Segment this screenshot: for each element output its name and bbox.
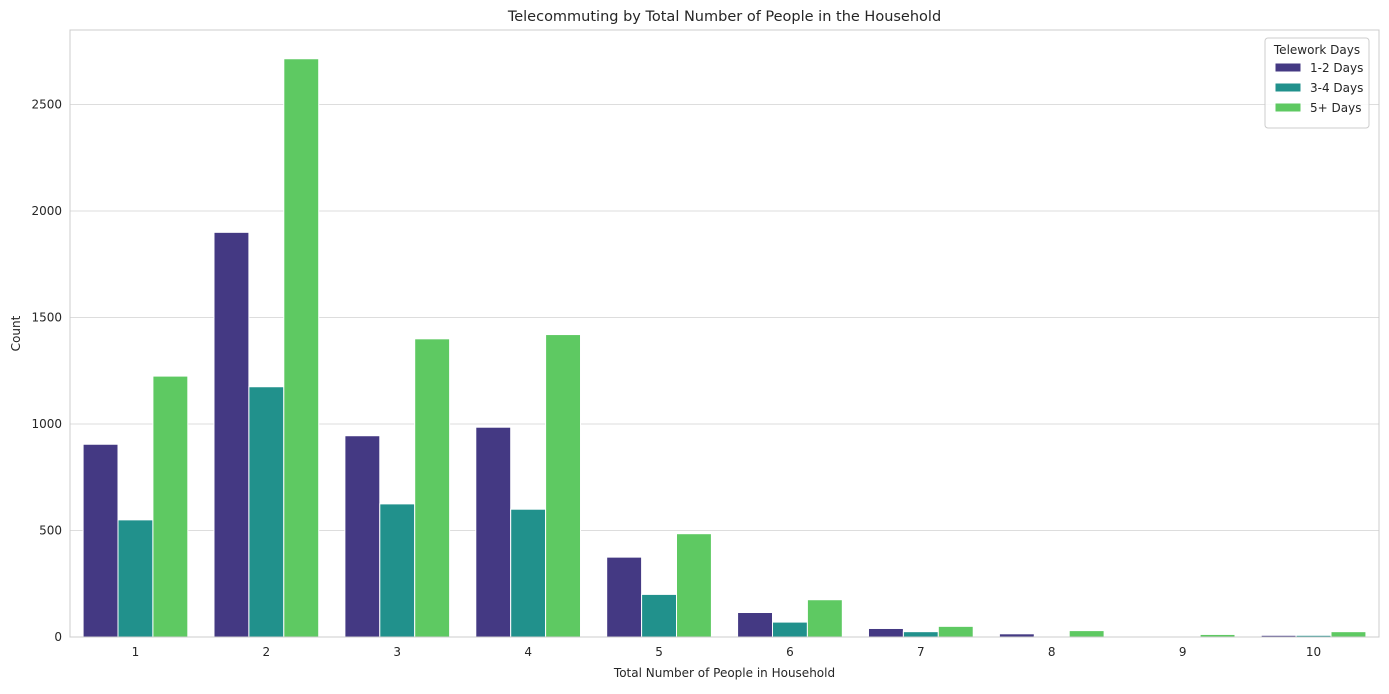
bar (642, 594, 677, 637)
bar (1069, 631, 1104, 637)
x-axis-label: Total Number of People in Household (613, 666, 835, 680)
x-tick-label: 2 (263, 645, 271, 659)
x-tick-label: 4 (524, 645, 532, 659)
bar (807, 600, 842, 637)
y-tick-label: 1500 (31, 311, 62, 325)
bar (415, 339, 450, 637)
legend-label: 5+ Days (1310, 101, 1361, 115)
bar (772, 622, 807, 637)
legend-items: 1-2 Days 3-4 Days 5+ Days (1275, 61, 1363, 115)
bar (284, 59, 319, 637)
bar (249, 387, 284, 637)
legend-swatch (1275, 103, 1301, 112)
x-tick-label: 10 (1306, 645, 1321, 659)
bar (476, 427, 511, 637)
legend-label: 1-2 Days (1310, 61, 1363, 75)
bar (118, 520, 153, 637)
bar (214, 232, 249, 637)
y-tick-label: 1000 (31, 417, 62, 431)
x-tick-label: 5 (655, 645, 663, 659)
x-axis-ticks: 1 2 3 4 5 6 7 8 9 10 (132, 645, 1322, 659)
y-tick-label: 2000 (31, 204, 62, 218)
bar (153, 376, 188, 637)
x-tick-label: 3 (393, 645, 401, 659)
y-axis-label: Count (9, 315, 23, 351)
bar (868, 628, 903, 637)
x-tick-label: 1 (132, 645, 140, 659)
bar (903, 632, 938, 637)
x-tick-label: 9 (1179, 645, 1187, 659)
legend: Telework Days 1-2 Days 3-4 Days 5+ Days (1265, 38, 1369, 128)
x-tick-label: 7 (917, 645, 925, 659)
bar (345, 436, 380, 637)
bar (677, 534, 712, 637)
bar (83, 444, 118, 637)
bar (511, 509, 546, 637)
x-tick-label: 8 (1048, 645, 1056, 659)
bar (1331, 632, 1366, 637)
legend-label: 3-4 Days (1310, 81, 1363, 95)
bar (738, 613, 773, 637)
bar (607, 557, 642, 637)
bar (938, 626, 973, 637)
y-tick-label: 0 (54, 630, 62, 644)
y-tick-label: 500 (39, 524, 62, 538)
bar (546, 335, 581, 637)
legend-swatch (1275, 63, 1301, 72)
bars-group (83, 59, 1366, 637)
bar (380, 504, 415, 637)
x-tick-label: 6 (786, 645, 794, 659)
legend-swatch (1275, 83, 1301, 92)
y-tick-label: 2500 (31, 98, 62, 112)
legend-title: Telework Days (1273, 43, 1360, 57)
y-axis-ticks: 0 500 1000 1500 2000 2500 (31, 98, 62, 644)
chart-title: Telecommuting by Total Number of People … (507, 9, 941, 25)
